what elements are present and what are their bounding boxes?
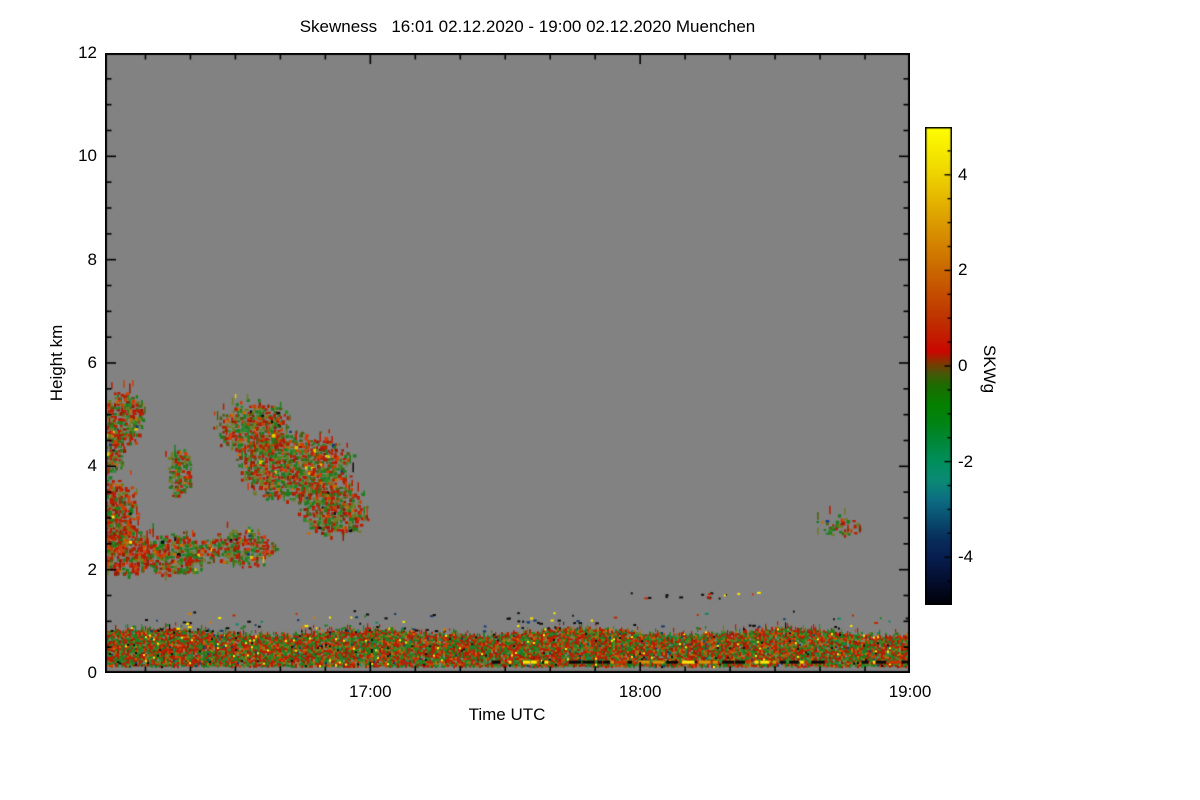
colorbar-tick-label: 4: [958, 164, 968, 184]
colorbar-tick-label: 0: [958, 356, 968, 375]
x-axis-label: Time UTC: [468, 705, 546, 724]
chart-title: Skewness 16:01 02.12.2020 - 19:00 02.12.…: [299, 17, 756, 36]
colorbar-tick-label: 2: [958, 260, 968, 280]
colorbar-label: SKWg: [980, 344, 999, 394]
x-tick-label: 18:00: [618, 682, 662, 701]
colorbar-tick-label: -2: [958, 451, 974, 471]
colorbar: [925, 127, 952, 605]
y-tick-label: 4: [87, 456, 97, 476]
heatmap-plot-area: [105, 53, 910, 673]
y-tick-label: 0: [87, 663, 97, 682]
y-tick-label: 6: [87, 353, 97, 372]
y-tick-label: 2: [87, 559, 97, 579]
x-tick-label: 19:00: [888, 682, 932, 701]
y-tick-label: 8: [87, 249, 97, 269]
y-tick-label: 12: [78, 43, 97, 62]
colorbar-tick-label: -4: [958, 547, 974, 567]
x-tick-label: 17:00: [349, 682, 392, 701]
y-tick-label: 10: [78, 146, 97, 166]
